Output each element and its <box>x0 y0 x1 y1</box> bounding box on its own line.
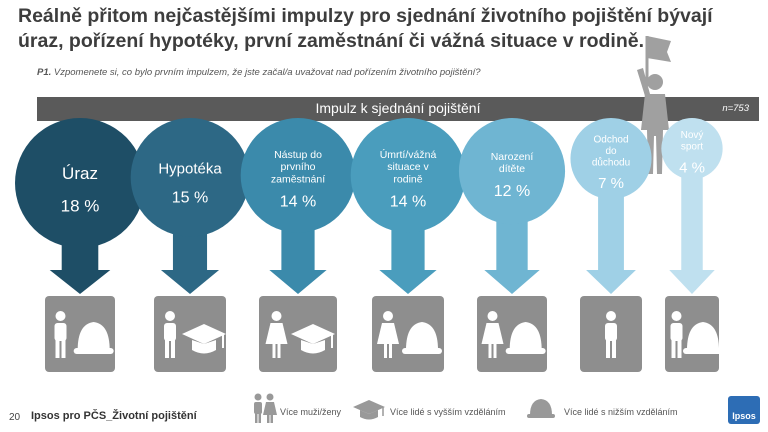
impulse-label: Úmrtí/vážná situace v rodině <box>380 148 437 185</box>
impulse-item: Nástup do prvního zaměstnání 14 % <box>240 118 356 372</box>
impulse-value: 14 % <box>390 193 426 210</box>
question-code: P1. <box>37 67 52 78</box>
footer-text: Ipsos pro PČS_Životní pojištění <box>31 410 197 422</box>
impulse-arrow <box>669 173 715 294</box>
impulse-item: Odchod do důchodu 7 % <box>570 118 652 372</box>
helmet-icon <box>527 399 555 418</box>
impulse-label: Nový sport <box>681 130 704 153</box>
impulse-arrow <box>484 218 540 294</box>
legend-label-gender: Více muži/ženy <box>280 407 342 417</box>
impulse-bubble <box>130 118 250 237</box>
impulse-value: 14 % <box>280 193 316 210</box>
impulse-arrow <box>379 226 437 294</box>
helmet-icon <box>73 322 114 354</box>
page-number: 20 <box>9 412 21 423</box>
woman-icon <box>377 311 399 358</box>
impulse-label: Úraz <box>62 164 98 183</box>
woman-icon <box>265 311 288 358</box>
woman-icon <box>481 311 504 358</box>
page-title: Reálně přitom nejčastějšími impulzy pro … <box>18 5 713 52</box>
impulse-label: Narození dítěte <box>491 151 534 175</box>
impulse-item: Úmrtí/vážná situace v rodině 14 % <box>350 118 466 372</box>
impulse-bubble <box>350 118 466 233</box>
helmet-icon <box>402 322 442 354</box>
person-icon <box>605 311 617 358</box>
question-text: Vzpomenete si, co bylo prvním impulzem, … <box>53 67 481 78</box>
impulse-bubble <box>661 118 723 180</box>
ipsos-logo-text: Ipsos <box>732 411 756 421</box>
graduation-cap-icon <box>291 324 335 354</box>
graduation-cap-icon <box>353 400 385 420</box>
impulse-item: Úraz 18 % <box>15 118 145 372</box>
person-icon <box>670 311 683 358</box>
helmet-icon <box>683 322 723 354</box>
ipsos-logo: Ipsos <box>728 396 760 424</box>
couple-icon <box>254 393 277 423</box>
impulse-bubble <box>570 118 652 200</box>
impulse-value: 15 % <box>172 190 208 207</box>
impulse-arrow <box>49 242 111 294</box>
person-icon <box>164 311 176 358</box>
impulse-item: Nový sport 4 % <box>661 118 723 372</box>
impulse-label: Hypotéka <box>158 160 222 177</box>
impulse-bubble <box>458 118 566 225</box>
impulse-value: 12 % <box>494 183 530 200</box>
impulse-item: Hypotéka 15 % <box>130 118 250 372</box>
impulse-value: 4 % <box>679 159 705 176</box>
impulse-arrow <box>269 226 327 294</box>
impulse-bubble <box>240 118 356 233</box>
impulse-arrow <box>586 193 636 294</box>
question: P1. Vzpomenete si, co bylo prvním impulz… <box>37 67 481 78</box>
helmet-icon <box>505 322 546 354</box>
sample-size: n=753 <box>722 103 749 114</box>
header-band: Impulz k sjednání pojištění n=753 <box>37 97 759 121</box>
impulse-label: Odchod do důchodu <box>592 134 630 168</box>
impulse-bubble <box>15 118 145 248</box>
impulse-value: 7 % <box>598 175 624 192</box>
impulse-value: 18 % <box>61 196 100 215</box>
legend-label-lower-edu: Více lidé s nižším vzděláním <box>564 407 678 417</box>
person-icon <box>54 311 67 358</box>
impulse-item: Narození dítěte 12 % <box>458 118 566 372</box>
legend-label-higher-edu: Více lidé s vyšším vzděláním <box>390 407 506 417</box>
band-title: Impulz k sjednání pojištění <box>315 100 481 116</box>
graduation-cap-icon <box>182 324 226 354</box>
impulse-arrow <box>160 230 220 294</box>
impulse-label: Nástup do prvního zaměstnání <box>271 149 325 185</box>
